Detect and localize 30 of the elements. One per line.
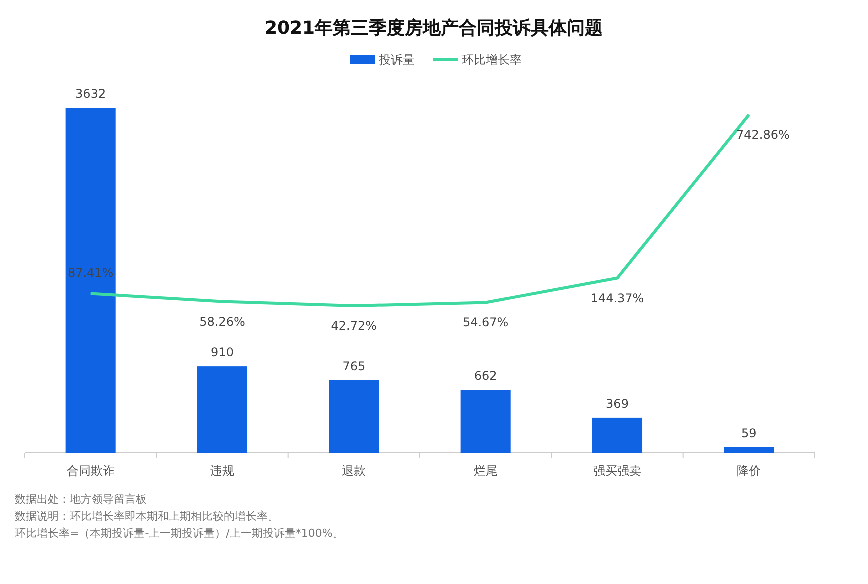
data-label: 42.72% [331,319,378,333]
legend-label: 环比增长率 [462,53,522,67]
data-label: 742.86% [736,128,790,142]
data-label: 3632 [76,87,106,101]
data-label: 54.67% [462,316,509,330]
x-tick-label: 降价 [737,464,762,478]
data-label: 59 [742,426,757,440]
x-tick-label: 强买强卖 [594,464,642,478]
x-tick-label: 烂尾 [474,464,498,478]
x-tick-label: 退款 [342,464,366,478]
bar [329,380,380,453]
x-tick-label: 违规 [210,464,234,478]
data-label: 87.41% [68,266,114,280]
data-label: 369 [606,396,629,411]
data-label: 144.37% [590,291,644,306]
bar [460,390,511,453]
legend-label: 投诉量 [378,53,415,67]
bar [66,108,116,453]
text: 数据出处：地方领导留言板 [15,493,147,506]
data-label: 58.26% [200,314,246,329]
chart-title: 2021年第三季度房地产合同投诉具体问题 [264,18,604,39]
bar [724,447,774,453]
text: 数据说明：环比增长率即本期和上期相比较的增长率。 [15,510,279,523]
bar [592,418,643,453]
text: 环比增长率=（本期投诉量-上一期投诉量）/上一期投诉量*100%。 [15,527,344,540]
bar [197,366,248,453]
x-tick-label: 合同欺诈 [66,464,115,478]
data-label: 662 [474,369,498,384]
data-label: 910 [211,346,234,360]
data-label: 765 [342,359,366,374]
